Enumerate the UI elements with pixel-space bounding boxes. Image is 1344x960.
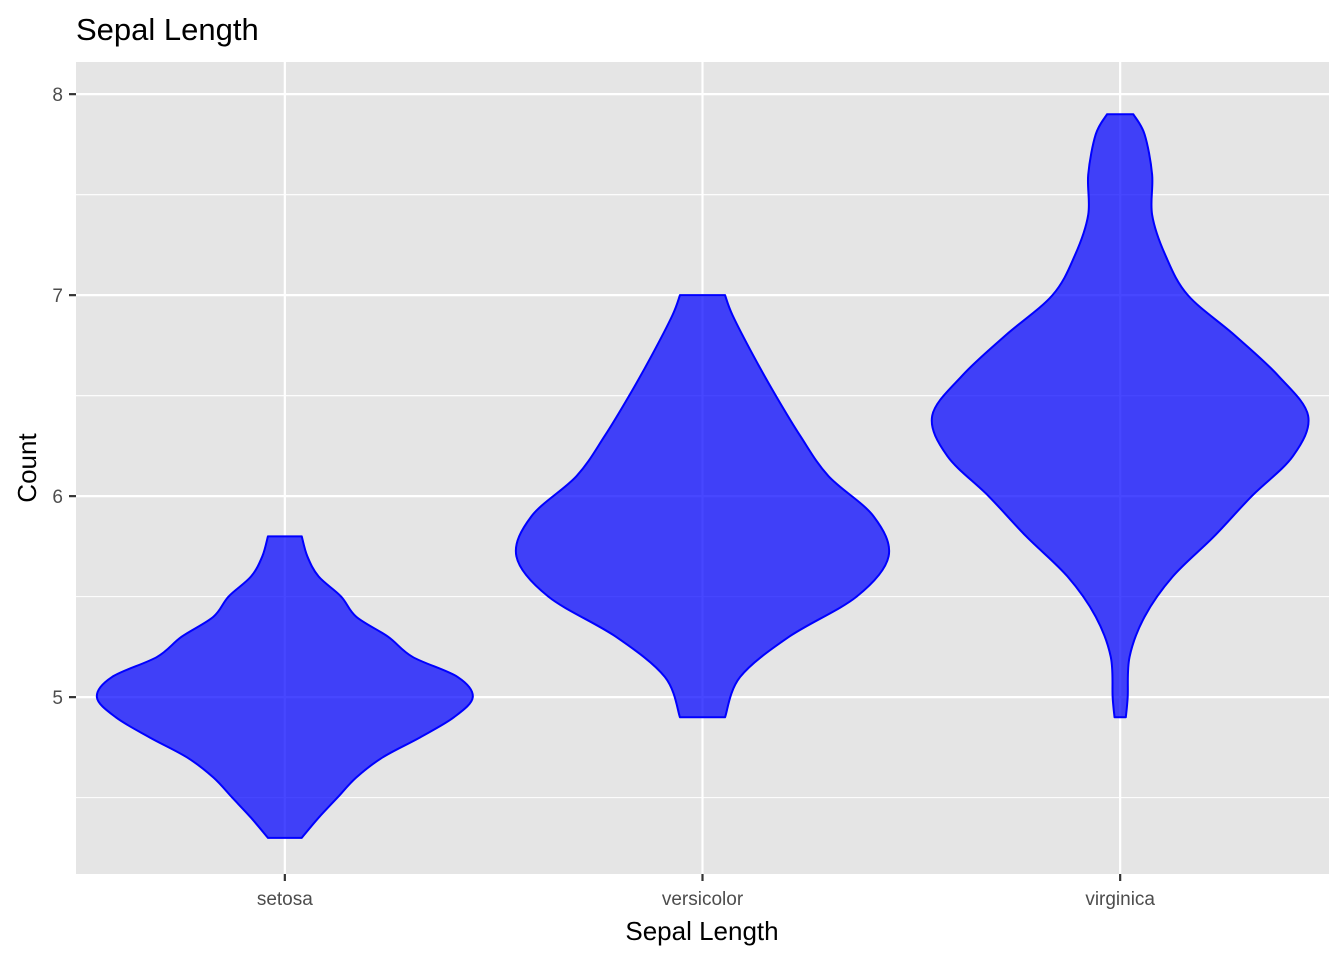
- violin-virginica: [930, 113, 1310, 719]
- chart-title: Sepal Length: [76, 12, 259, 47]
- violins: [95, 113, 1310, 839]
- y-axis-title: Count: [12, 433, 42, 503]
- y-tick-label: 7: [52, 286, 63, 307]
- violin-versicolor: [514, 294, 891, 719]
- y-tick-label: 8: [52, 85, 63, 106]
- y-tick-label: 6: [52, 487, 63, 508]
- x-axis: setosa versicolor virginica: [257, 874, 1155, 910]
- y-tick-label: 5: [52, 688, 63, 709]
- violin-setosa: [95, 535, 474, 839]
- y-axis: 5 6 7 8: [52, 85, 76, 709]
- x-tick-label-versicolor: versicolor: [662, 889, 744, 910]
- x-tick-label-setosa: setosa: [257, 889, 313, 910]
- x-tick-label-virginica: virginica: [1085, 889, 1155, 910]
- x-axis-title: Sepal Length: [625, 916, 778, 946]
